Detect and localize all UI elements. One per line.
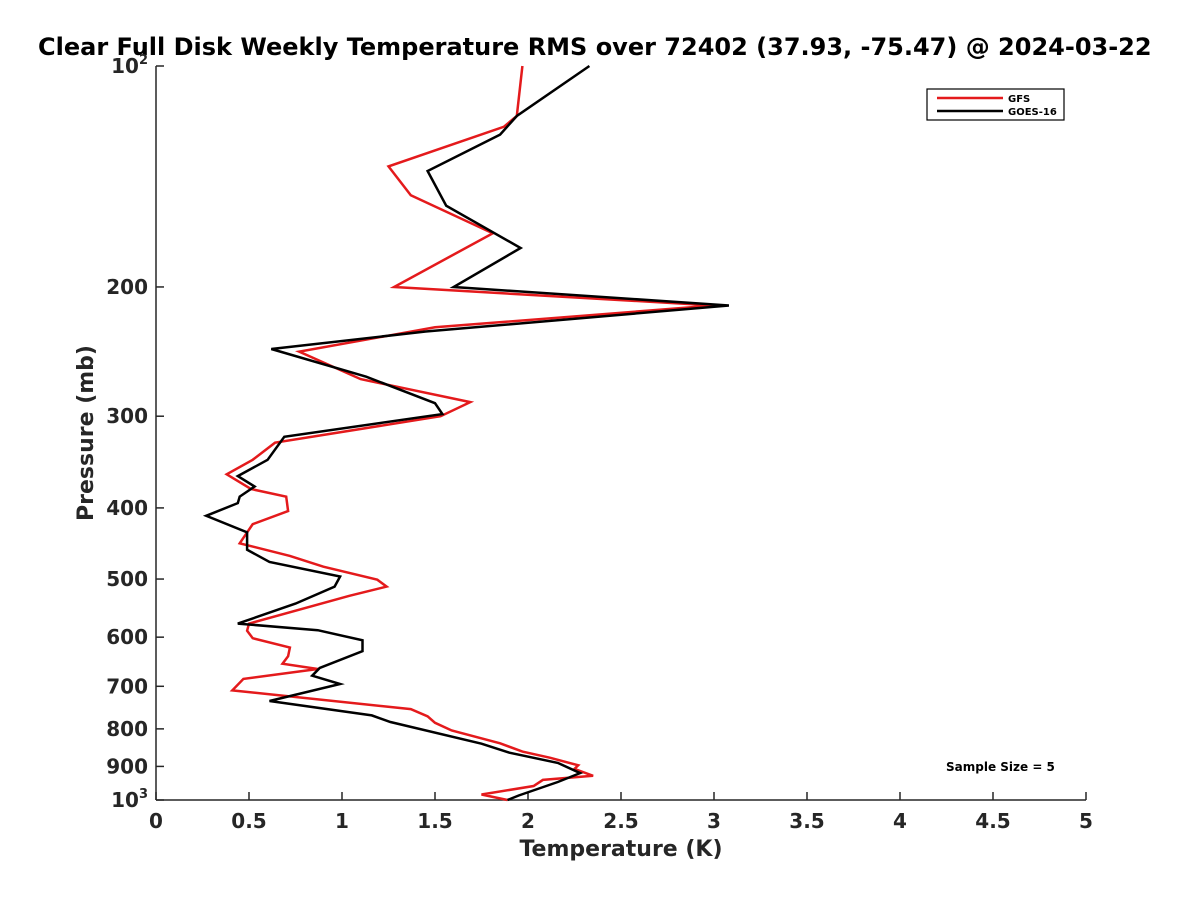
x-tick-label: 1.5 [417, 809, 452, 833]
chart-title: Clear Full Disk Weekly Temperature RMS o… [38, 33, 1152, 61]
y-tick-label: 103 [111, 787, 148, 812]
y-tick-label: 500 [106, 567, 148, 591]
x-tick-label: 0 [149, 809, 163, 833]
y-axis-label: Pressure (mb) [74, 345, 99, 521]
x-tick-label: 2 [521, 809, 535, 833]
y-tick-label: 900 [106, 754, 148, 778]
sample-size-annotation: Sample Size = 5 [946, 760, 1055, 774]
legend: GFS GOES-16 [926, 88, 1065, 121]
y-tick-label: 700 [106, 674, 148, 698]
plot-area [155, 66, 1086, 801]
legend-label: GFS [1008, 94, 1030, 105]
series-layer [202, 64, 730, 802]
x-ticks: 0 0.5 1 1.5 2 2.5 3 3.5 4 4.5 5 [149, 792, 1093, 833]
y-tick-label: 600 [106, 625, 148, 649]
x-tick-label: 3 [707, 809, 721, 833]
series-line-gfs [224, 65, 715, 802]
y-tick-label: 102 [111, 53, 148, 78]
legend-box [926, 88, 1065, 121]
x-tick-label: 4.5 [975, 809, 1010, 833]
x-tick-label: 5 [1079, 809, 1093, 833]
x-tick-label: 0.5 [231, 809, 266, 833]
x-tick-label: 4 [893, 809, 907, 833]
legend-label: GOES-16 [1008, 107, 1057, 118]
series-line-goes-16 [202, 64, 730, 802]
y-tick-label: 800 [106, 717, 148, 741]
x-tick-label: 1 [335, 809, 349, 833]
y-ticks: 102 200 300 400 500 600 700 800 900 103 [106, 53, 164, 812]
y-tick-label: 400 [106, 496, 148, 520]
y-tick-label: 200 [106, 275, 148, 299]
x-axis-label: Temperature (K) [519, 837, 722, 862]
y-tick-label: 300 [106, 404, 148, 428]
x-tick-label: 2.5 [603, 809, 638, 833]
x-tick-label: 3.5 [789, 809, 824, 833]
